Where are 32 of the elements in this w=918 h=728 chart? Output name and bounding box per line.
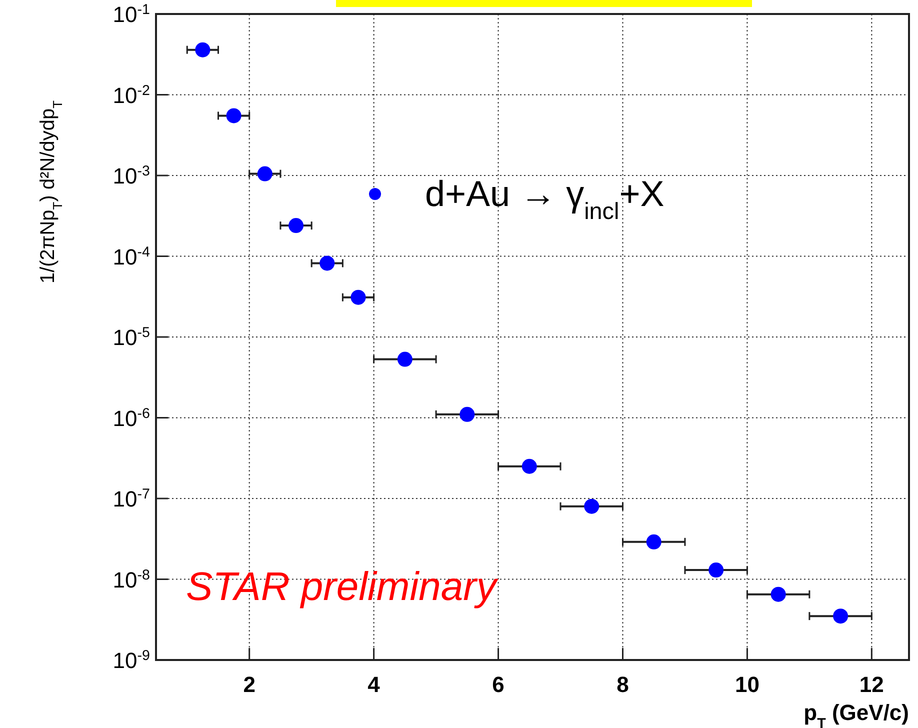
y-tick-label: 10$^{-7}$	[112, 486, 150, 512]
point	[646, 534, 662, 550]
x-axis-title: p$_{T}$ (GeV/c)	[804, 700, 909, 728]
y-tick-label: 10$^{-9}$	[112, 648, 150, 673]
y-tick-label: 10$^{-6}$	[112, 406, 150, 431]
point	[584, 498, 600, 514]
point	[397, 352, 412, 367]
point	[288, 218, 304, 234]
point	[522, 458, 537, 474]
x-tick-label: 10	[734, 672, 760, 697]
y-tick-label: 10$^{-8}$	[112, 567, 150, 592]
point	[257, 166, 272, 182]
point	[350, 290, 366, 305]
x-tick-label: 12	[859, 672, 884, 697]
annotation: STAR preliminary	[186, 565, 500, 609]
point	[708, 562, 724, 578]
y-tick-label: 10$^{-1}$	[112, 2, 150, 27]
point	[195, 42, 210, 58]
x-tick-label: 8	[616, 672, 629, 697]
point	[226, 108, 242, 124]
y-tick-label: 10$^{-2}$	[112, 82, 150, 108]
point	[833, 608, 848, 624]
y-tick-label: 10$^{-4}$	[112, 244, 150, 270]
x-tick-label: 4	[368, 672, 381, 697]
point	[770, 586, 786, 602]
legend-label: d+Au → γ$_{incl}$+X	[425, 173, 664, 224]
point	[460, 406, 475, 422]
y-tick-label: 10$^{-5}$	[112, 325, 150, 350]
y-tick-label: 10$^{-3}$	[112, 164, 150, 188]
x-tick-label: 6	[492, 672, 504, 697]
point	[320, 256, 335, 271]
x-tick-label: 2	[243, 672, 256, 697]
